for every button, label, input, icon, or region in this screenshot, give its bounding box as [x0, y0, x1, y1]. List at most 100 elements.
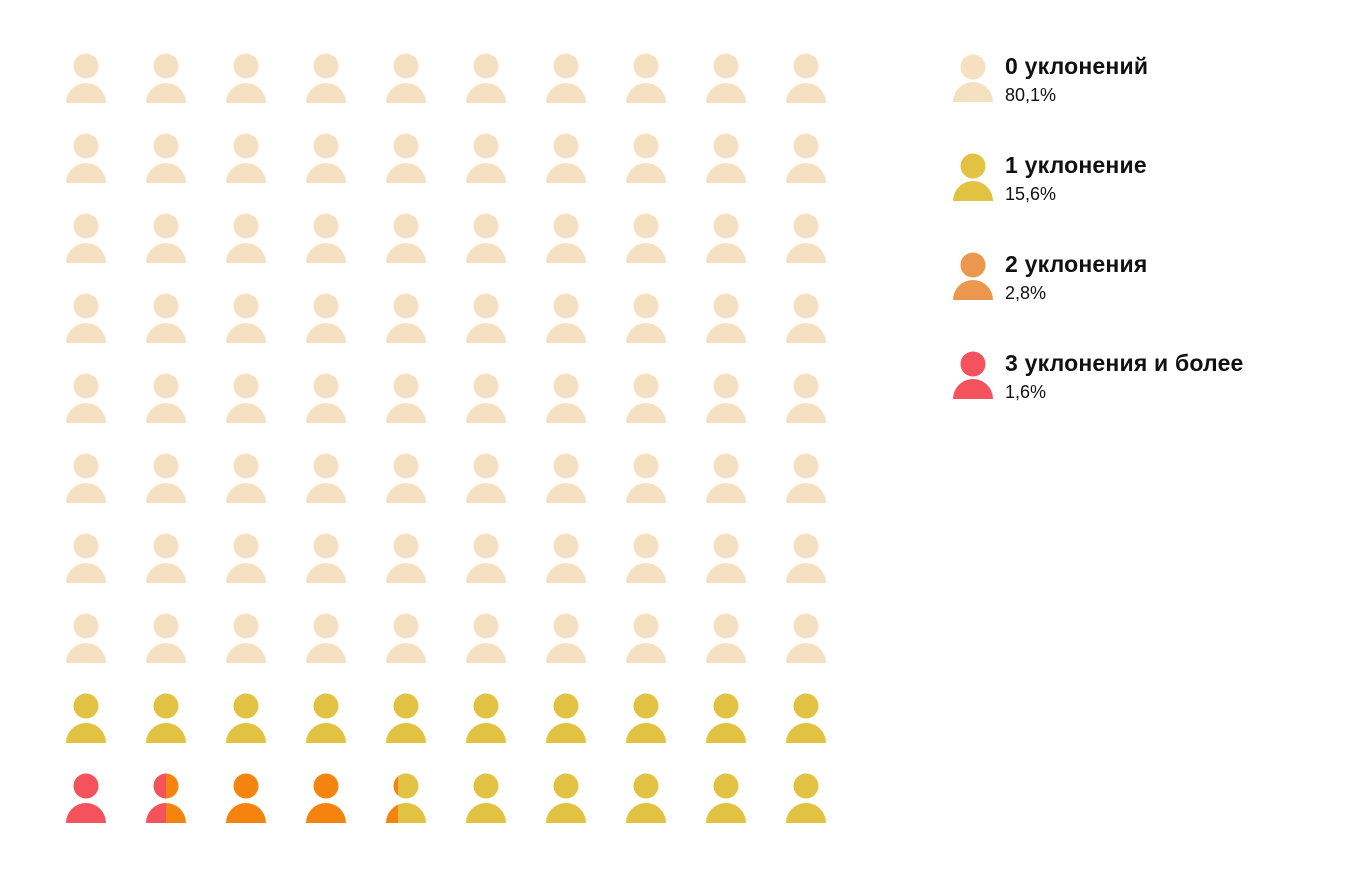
person-head: [153, 693, 179, 719]
person-icon: [706, 373, 746, 423]
person-head: [633, 293, 659, 319]
legend-value: 80,1%: [1005, 85, 1057, 105]
person-head: [553, 613, 579, 639]
person-head: [73, 773, 99, 799]
person-head: [233, 613, 259, 639]
person-icon: [626, 133, 666, 183]
person-icon: [466, 373, 506, 423]
person-head: [473, 533, 499, 559]
person-body: [786, 483, 826, 503]
person-head: [153, 53, 179, 79]
person-body: [66, 483, 106, 503]
person-head: [393, 453, 419, 479]
person-head: [393, 533, 419, 559]
person-head: [553, 133, 579, 159]
legend-label: 2 уклонения: [1005, 251, 1148, 277]
person-head: [713, 533, 739, 559]
person-body: [466, 243, 506, 263]
person-body: [226, 83, 266, 103]
person-head: [553, 773, 579, 799]
person-body: [626, 643, 666, 663]
person-icon: [546, 373, 586, 423]
legend-item-0: 0 уклонений 80,1%: [950, 52, 1350, 151]
person-body: [146, 723, 186, 743]
person-head: [313, 773, 339, 799]
person-icon: [386, 453, 426, 503]
person-head: [633, 693, 659, 719]
person-icon: [66, 693, 106, 743]
person-body: [386, 723, 426, 743]
legend-item-2: 2 уклонения 2,8%: [950, 250, 1350, 349]
person-head: [313, 693, 339, 719]
person-head: [553, 53, 579, 79]
person-body: [706, 563, 746, 583]
person-body: [146, 83, 186, 103]
person-head: [793, 133, 819, 159]
person-head: [393, 133, 419, 159]
person-body: [146, 643, 186, 663]
person-body: [546, 563, 586, 583]
person-body: [146, 163, 186, 183]
person-icon: [626, 53, 666, 103]
person-body: [466, 803, 506, 823]
person-body: [546, 483, 586, 503]
person-body: [626, 163, 666, 183]
person-icon: [386, 613, 426, 663]
person-icon: [546, 133, 586, 183]
person-body: [66, 163, 106, 183]
person-head: [473, 693, 499, 719]
person-icon: [786, 533, 826, 583]
person-body: [226, 803, 266, 823]
person-icon: [953, 252, 993, 300]
person-head: [473, 53, 499, 79]
person-body: [706, 643, 746, 663]
person-head: [473, 213, 499, 239]
person-head: [633, 613, 659, 639]
person-body: [226, 243, 266, 263]
person-icon: [546, 453, 586, 503]
person-icon: [146, 293, 186, 343]
person-head: [960, 252, 986, 278]
person-icon: [786, 53, 826, 103]
person-icon: [786, 133, 826, 183]
person-body: [546, 323, 586, 343]
person-icon: [466, 773, 506, 823]
person-icon: [146, 453, 186, 503]
person-head: [473, 373, 499, 399]
person-body: [386, 483, 426, 503]
person-body: [386, 243, 426, 263]
person-icon: [706, 533, 746, 583]
person-head: [73, 53, 99, 79]
person-head: [713, 53, 739, 79]
person-icon: [706, 773, 746, 823]
person-head: [73, 533, 99, 559]
person-body: [146, 803, 166, 823]
person-head: [233, 213, 259, 239]
person-body: [386, 643, 426, 663]
legend-value: 15,6%: [1005, 184, 1057, 204]
person-head: [153, 453, 179, 479]
person-icon: [546, 533, 586, 583]
person-head: [313, 213, 339, 239]
person-body: [166, 803, 186, 823]
person-icon: [66, 53, 106, 103]
person-body: [66, 643, 106, 663]
person-body: [953, 82, 993, 102]
person-icon: [306, 613, 346, 663]
person-icon: [466, 213, 506, 263]
person-head: [313, 293, 339, 319]
person-icon: [226, 613, 266, 663]
person-body: [786, 563, 826, 583]
person-body: [306, 83, 346, 103]
person-icon: [226, 53, 266, 103]
person-body: [306, 803, 346, 823]
person-body: [386, 563, 426, 583]
person-head: [553, 213, 579, 239]
person-head: [713, 613, 739, 639]
person-head: [793, 373, 819, 399]
person-body: [546, 163, 586, 183]
person-icon: [626, 373, 666, 423]
person-head: [473, 293, 499, 319]
person-icon: [386, 293, 426, 343]
person-body: [626, 483, 666, 503]
